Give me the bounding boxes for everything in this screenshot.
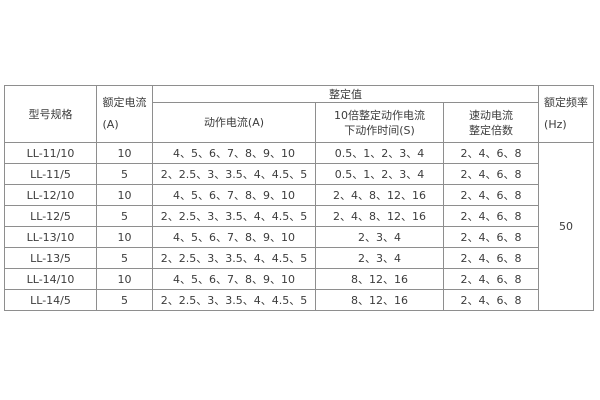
header-row-sub: 动作电流(A) 10倍整定动作电流 下动作时间(S) 速动电流 整定倍数 xyxy=(5,102,594,143)
cell-model: LL-13/5 xyxy=(4,247,97,269)
header-rated-frequency-text: 额定频率 (Hz) xyxy=(544,92,588,136)
table-row: LL-13/10 10 4、5、6、7、8、9、10 2、3、4 2、4、6、8 xyxy=(4,226,594,248)
header-quick-current-line1: 速动电流 xyxy=(469,108,514,122)
cell-model: LL-11/5 xyxy=(4,163,97,185)
cell-quick-multiple: 2、4、6、8 xyxy=(442,184,540,206)
header-quick-current-line2: 整定倍数 xyxy=(469,123,514,137)
cell-quick-multiple: 2、4、6、8 xyxy=(442,268,540,290)
table-row: LL-12/5 5 2、2.5、3、3.5、4、4.5、5 2、4、8、12、1… xyxy=(4,205,594,227)
cell-operating-current: 4、5、6、7、8、9、10 xyxy=(152,268,316,290)
cell-rated-current: 5 xyxy=(96,163,153,185)
cell-operating-time: 2、4、8、12、16 xyxy=(315,184,444,206)
table-row: LL-13/5 5 2、2.5、3、3.5、4、4.5、5 2、3、4 2、4、… xyxy=(4,247,594,269)
cell-rated-current: 10 xyxy=(96,184,153,206)
header-rated-frequency-line2: (Hz) xyxy=(544,118,567,131)
table-row: LL-14/10 10 4、5、6、7、8、9、10 8、12、16 2、4、6… xyxy=(4,268,594,290)
header-rated-frequency: 额定频率 (Hz) xyxy=(538,85,595,143)
cell-operating-current: 2、2.5、3、3.5、4、4.5、5 xyxy=(152,289,316,311)
cell-rated-current: 5 xyxy=(96,247,153,269)
table-row: LL-14/5 5 2、2.5、3、3.5、4、4.5、5 8、12、16 2、… xyxy=(4,289,594,311)
header-quick-current: 速动电流 整定倍数 xyxy=(442,102,540,143)
cell-operating-current: 4、5、6、7、8、9、10 xyxy=(152,184,316,206)
cell-operating-time: 0.5、1、2、3、4 xyxy=(315,163,444,185)
header-operating-time-line2: 下动作时间(S) xyxy=(344,123,415,137)
cell-operating-time: 2、4、8、12、16 xyxy=(315,205,444,227)
header-operating-time-line1: 10倍整定动作电流 xyxy=(334,108,425,122)
cell-quick-multiple: 2、4、6、8 xyxy=(442,226,540,248)
header-setting-value-group: 整定值 xyxy=(151,85,540,103)
header-row-group: 型号规格 额定电流 (A) 整定值 额定频率 (Hz) xyxy=(4,85,595,143)
header-operating-time: 10倍整定动作电流 下动作时间(S) xyxy=(315,102,444,143)
header-rated-frequency-line1: 额定频率 xyxy=(544,96,589,109)
table-row: LL-11/5 5 2、2.5、3、3.5、4、4.5、5 0.5、1、2、3、… xyxy=(4,163,594,185)
cell-operating-current: 4、5、6、7、8、9、10 xyxy=(152,142,316,164)
cell-rated-current: 5 xyxy=(96,289,153,311)
cell-quick-multiple: 2、4、6、8 xyxy=(442,142,540,164)
cell-model: LL-12/10 xyxy=(4,184,97,206)
table-body: LL-11/10 10 4、5、6、7、8、9、10 0.5、1、2、3、4 2… xyxy=(4,142,595,311)
header-rated-current-line2: (A) xyxy=(102,118,119,131)
header-rated-current-text: 额定电流 (A) xyxy=(103,92,147,136)
spec-table: 型号规格 额定电流 (A) 整定值 额定频率 (Hz) 动作电流(A) 10倍整… xyxy=(4,85,595,311)
cell-operating-current: 2、2.5、3、3.5、4、4.5、5 xyxy=(152,247,316,269)
cell-operating-time: 8、12、16 xyxy=(315,268,444,290)
header-model: 型号规格 xyxy=(4,85,97,143)
cell-rated-current: 10 xyxy=(96,142,153,164)
cell-quick-multiple: 2、4、6、8 xyxy=(442,163,540,185)
cell-quick-multiple: 2、4、6、8 xyxy=(442,247,540,269)
cell-rated-current: 10 xyxy=(96,268,153,290)
header-rated-current-line1: 额定电流 xyxy=(102,96,147,109)
header-operating-current: 动作电流(A) xyxy=(152,102,316,143)
table-row: LL-12/10 10 4、5、6、7、8、9、10 2、4、8、12、16 2… xyxy=(4,184,594,206)
cell-model: LL-14/10 xyxy=(4,268,97,290)
table-row: LL-11/10 10 4、5、6、7、8、9、10 0.5、1、2、3、4 2… xyxy=(4,142,595,311)
cell-operating-time: 8、12、16 xyxy=(315,289,444,311)
header-operating-time-text: 10倍整定动作电流 下动作时间(S) xyxy=(318,108,441,138)
cell-rated-current: 5 xyxy=(96,205,153,227)
cell-model: LL-14/5 xyxy=(4,289,97,311)
cell-rated-current: 10 xyxy=(96,226,153,248)
cell-model: LL-11/10 xyxy=(4,142,97,164)
cell-quick-multiple: 2、4、6、8 xyxy=(442,205,540,227)
header-rated-current: 额定电流 (A) xyxy=(96,85,153,143)
cell-operating-time: 0.5、1、2、3、4 xyxy=(315,142,444,164)
cell-operating-time: 2、3、4 xyxy=(315,226,444,248)
cell-operating-current: 2、2.5、3、3.5、4、4.5、5 xyxy=(152,163,316,185)
header-quick-current-text: 速动电流 整定倍数 xyxy=(446,108,536,138)
cell-operating-current: 2、2.5、3、3.5、4、4.5、5 xyxy=(152,205,316,227)
cell-operating-time: 2、3、4 xyxy=(315,247,444,269)
cell-model: LL-13/10 xyxy=(4,226,97,248)
cell-model: LL-12/5 xyxy=(4,205,97,227)
cell-quick-multiple: 2、4、6、8 xyxy=(442,289,540,311)
cell-rated-frequency-value: 50 xyxy=(538,142,595,311)
cell-operating-current: 4、5、6、7、8、9、10 xyxy=(152,226,316,248)
